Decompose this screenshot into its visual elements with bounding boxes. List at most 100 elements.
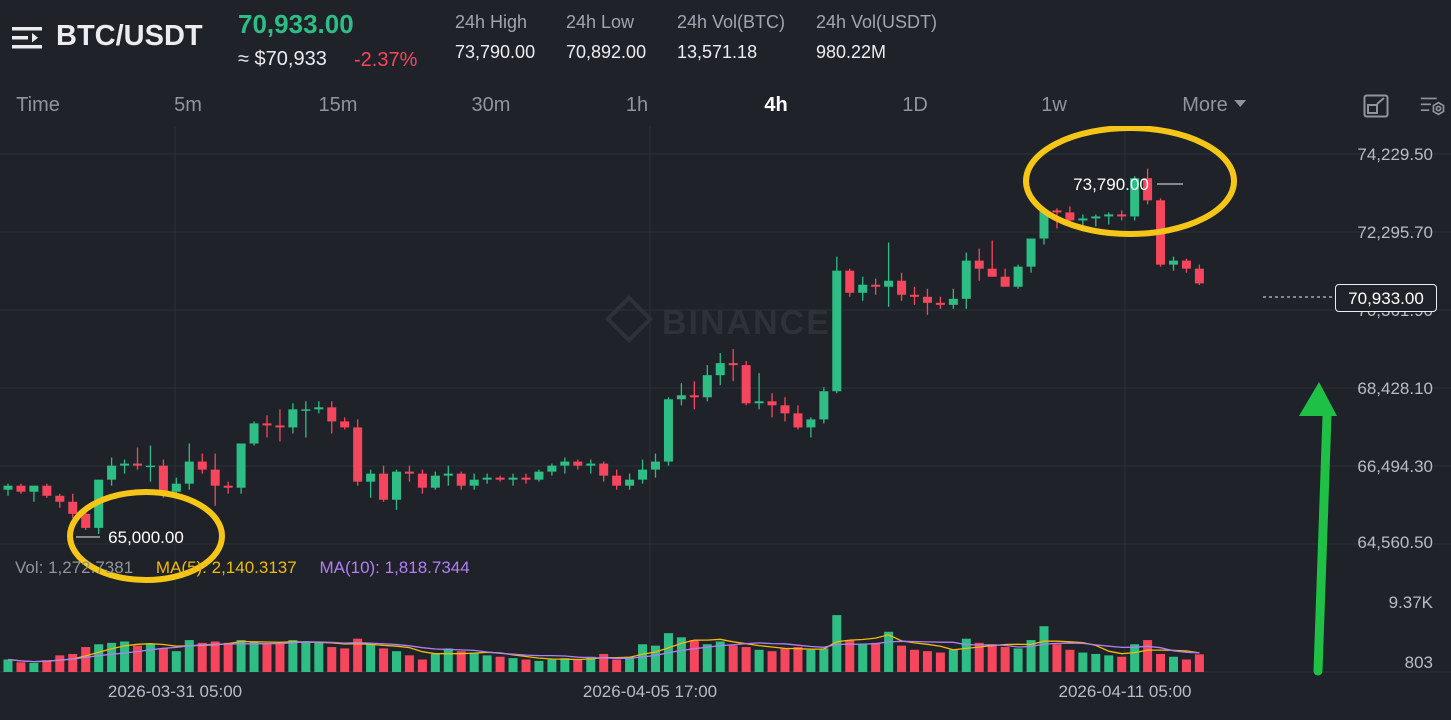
- tab-1d[interactable]: 1D: [902, 94, 928, 116]
- tab-more-label: More: [1182, 94, 1228, 116]
- tab-30m[interactable]: 30m: [471, 94, 511, 116]
- candle-body: [55, 495, 65, 502]
- high-highlight-circle: [1023, 126, 1237, 237]
- candle-body: [1117, 214, 1127, 217]
- volume-bar: [599, 653, 609, 672]
- volume-bar: [612, 659, 622, 672]
- candle-body: [547, 465, 557, 472]
- candle-body: [42, 485, 52, 496]
- candle-body: [430, 475, 440, 488]
- candle-body: [417, 473, 427, 488]
- volume-bar: [16, 662, 26, 672]
- volume-bar: [482, 655, 492, 672]
- volume-bar: [404, 655, 414, 672]
- low-highlight-circle: [67, 489, 225, 583]
- candlestick-chart[interactable]: 74,229.50 72,295.70 70,361.90 68,428.10 …: [0, 126, 1451, 720]
- volume-bar: [275, 642, 285, 672]
- volume-bar: [197, 642, 207, 672]
- stat-label: 24h Low: [566, 12, 635, 32]
- candle-body: [922, 296, 932, 303]
- volume-bar: [625, 656, 635, 672]
- tab-4h[interactable]: 4h: [764, 94, 788, 116]
- volume-bar: [210, 641, 220, 672]
- ma5-value: MA(5): 2,140.3137: [155, 558, 297, 577]
- volume-bar: [107, 642, 117, 672]
- tab-15m[interactable]: 15m: [318, 94, 358, 116]
- candle-body: [676, 395, 686, 400]
- volume-bar: [1013, 648, 1023, 672]
- candle-body: [1143, 178, 1153, 201]
- stat-label: 24h Vol(USDT): [816, 12, 938, 32]
- volume-bar: [586, 656, 596, 672]
- candle-body: [599, 463, 609, 476]
- stat-value: 13,571.18: [677, 42, 758, 62]
- volume-bar: [534, 660, 544, 672]
- volume-bar: [715, 641, 725, 672]
- tab-time[interactable]: Time: [16, 94, 60, 116]
- candle-body: [1039, 210, 1049, 239]
- axis-labels: 74,229.50 72,295.70 70,361.90 68,428.10 …: [108, 145, 1434, 701]
- candle-body: [1104, 214, 1114, 217]
- candle-body: [262, 423, 272, 426]
- chart-settings-icon[interactable]: [1420, 94, 1446, 118]
- fullscreen-icon[interactable]: [1363, 94, 1389, 118]
- tab-more[interactable]: More: [1182, 94, 1246, 117]
- candle-body: [3, 485, 13, 490]
- volume-bar: [314, 642, 324, 672]
- stat-label: 24h Vol(BTC): [677, 12, 786, 32]
- candle-body: [780, 405, 790, 414]
- candle-body: [948, 298, 958, 305]
- tab-5m[interactable]: 5m: [174, 94, 202, 116]
- candle-body: [456, 473, 466, 486]
- volume-bar: [495, 656, 505, 672]
- volume-bar: [340, 648, 350, 672]
- candle-body: [404, 471, 414, 474]
- candle-body: [107, 465, 117, 480]
- stat-24h-vol-usdt: 24h Vol(USDT) 980.22M: [816, 12, 937, 63]
- menu-icon[interactable]: [12, 26, 42, 50]
- candle-body: [120, 463, 130, 466]
- candle-body: [858, 284, 868, 293]
- candle-body: [754, 401, 764, 404]
- volume-bar: [249, 641, 259, 672]
- volume-bar: [1194, 654, 1204, 672]
- volume-bar: [560, 658, 570, 672]
- usd-value: ≈ $70,933: [238, 48, 327, 70]
- volume-bar: [1181, 659, 1191, 672]
- candle-body: [586, 463, 596, 466]
- tab-1h[interactable]: 1h: [625, 94, 649, 116]
- volume-bar: [521, 659, 531, 672]
- volume-bar: [573, 659, 583, 672]
- candle-body: [910, 294, 919, 297]
- candle-body: [1065, 212, 1075, 221]
- candle-body: [443, 473, 453, 476]
- candle-body: [482, 477, 492, 480]
- volume-bar: [1130, 644, 1140, 672]
- candle-body: [806, 419, 816, 428]
- candle-body: [1181, 260, 1191, 269]
- candle-body: [961, 260, 971, 299]
- candle-body: [819, 391, 829, 420]
- candle-body: [974, 260, 984, 269]
- volume-bar: [832, 615, 842, 672]
- last-price: 70,933.00: [238, 9, 354, 39]
- candle-body: [871, 284, 881, 287]
- stat-24h-vol-btc: 24h Vol(BTC) 13,571.18: [677, 12, 785, 63]
- tab-1w[interactable]: 1w: [1041, 94, 1067, 116]
- candle-body: [1169, 260, 1178, 265]
- price-tick: 66,494.30: [1357, 457, 1433, 476]
- candle-body: [236, 443, 246, 488]
- candle-body: [689, 395, 699, 398]
- time-tick: 2026-04-05 17:00: [583, 682, 717, 701]
- volume-bar: [547, 659, 557, 672]
- volume-bar: [1052, 644, 1062, 672]
- volume-bar: [1026, 640, 1036, 672]
- trading-pair[interactable]: BTC/USDT: [56, 20, 203, 52]
- volume-bar: [68, 653, 78, 672]
- volume-bar: [922, 651, 932, 672]
- candle-body: [392, 471, 401, 500]
- volume-bar: [871, 642, 881, 672]
- volume-bar: [443, 648, 453, 672]
- volume-bar: [806, 649, 816, 672]
- price-tick: 68,428.10: [1357, 379, 1433, 398]
